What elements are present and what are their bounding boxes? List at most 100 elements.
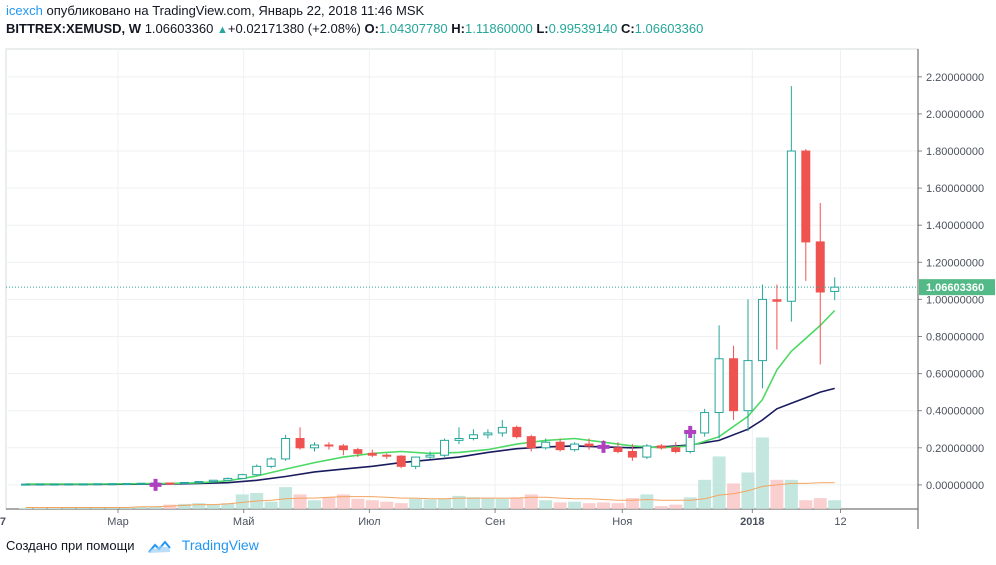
candle-body [468,434,478,440]
footer: Создано при помощи TradingView [6,537,259,555]
open-value: 1.04307780 [378,21,448,36]
candle-body [700,412,710,434]
volume-ma-line [25,482,835,508]
candle-body [772,299,782,302]
volume-bar [438,498,452,509]
candle-body [78,483,88,486]
candle-body [237,474,247,479]
volume-bar [120,507,134,509]
publish-info: icexch опубликовано на TradingView.com, … [6,3,424,18]
symbol-legend: BITTREX:XEMUSD, W 1.06603360 ▲+0.0217138… [6,21,703,36]
candle-body [165,482,175,485]
candle-body [411,456,421,467]
volume-bar [669,504,683,509]
tradingview-brand-link[interactable]: TradingView [181,537,259,553]
volume-bar [799,500,813,509]
last-price-value: 1.06603360 [144,21,214,36]
high-value: 1.11860000 [465,21,533,36]
candle-body [136,482,146,485]
time-tick-label: 12 [834,516,846,528]
price-tick-label: 0.60000000 [926,369,984,381]
volume-bar [755,437,769,509]
ma-slow-line [25,387,835,486]
price-tick-label: 2.00000000 [926,109,984,121]
volume-bar [33,508,47,509]
volume-bar [813,498,827,509]
volume-bar [235,494,249,509]
volume-bar [698,479,712,509]
volume-bar [784,479,798,509]
candle-body [295,438,305,449]
volume-bar [770,479,784,509]
time-tick-label: 2017 [0,516,6,528]
signal-cross-icon [149,478,162,491]
volume-bar [163,504,177,509]
last-price-badge [919,279,995,296]
volume-bar [712,456,726,509]
volume-bar [611,503,625,509]
volume-bar [625,498,639,509]
time-tick-label: 2018 [740,516,764,528]
volume-bar [683,497,697,509]
time-tick-label: Ноя [612,516,632,528]
candle-body [310,444,319,449]
candle-body [208,479,218,483]
volume-bar [279,487,293,509]
candle-body [830,286,840,292]
change-value: +0.02171380 (+2.08%) [227,21,361,36]
candle-body [252,465,262,476]
candle-body [497,426,507,434]
signal-cross-icon [597,440,610,453]
candle-body [21,483,30,486]
price-tick-label: 0.20000000 [926,443,984,455]
volume-bar [727,483,741,509]
candle-body [584,443,594,447]
last-price-badge-text: 1.06603360 [926,282,984,294]
tradingview-cloud-icon[interactable] [146,539,172,555]
price-chart[interactable]: 2.20000000 2.00000000 1.80000000 1.60000000… [0,43,996,530]
candle-body [454,438,464,441]
open-label: O: [364,21,379,36]
candle-body [570,443,580,451]
volume-bar [221,503,235,509]
volume-bar [47,508,61,509]
price-tick-label: 0.80000000 [926,332,984,344]
volume-bar [351,498,365,509]
candle-body [714,358,724,414]
publish-text: опубликовано на TradingView.com, Январь … [46,3,425,18]
candle-body [49,483,59,486]
chart-pane [5,48,919,510]
low-label: L: [536,21,549,36]
candle-body [671,447,681,452]
volume-bar [640,494,654,509]
candle-body [555,441,565,451]
volume-bar [524,494,538,509]
candle-body [122,483,132,486]
candle-body [338,445,348,451]
symbol-title[interactable]: BITTREX:XEMUSD, W [6,21,142,36]
author-link[interactable]: icexch [6,3,43,18]
volume-bar [582,503,596,509]
ma-fast-line [25,309,836,485]
candle-body [613,447,623,452]
price-tick-label: 0.40000000 [926,406,984,418]
candle-body [757,298,767,362]
volume-bar [828,500,842,509]
volume-bar [466,497,480,509]
candle-body [281,438,291,460]
time-tick-label: Сен [485,516,505,528]
volume-bar [510,497,524,509]
price-tick-label: 1.20000000 [926,257,984,269]
candle-body [324,444,334,447]
volume-bar [568,501,582,509]
candle-body [64,483,74,486]
volume-bar [654,506,668,509]
candle-body [786,150,796,302]
volume-bar [264,501,278,509]
volume-bar [322,497,336,509]
volume-bar [19,508,32,509]
candle-body [425,454,435,458]
volume-bar [597,502,610,509]
volume-bar [495,498,509,509]
candle-body [483,432,493,436]
